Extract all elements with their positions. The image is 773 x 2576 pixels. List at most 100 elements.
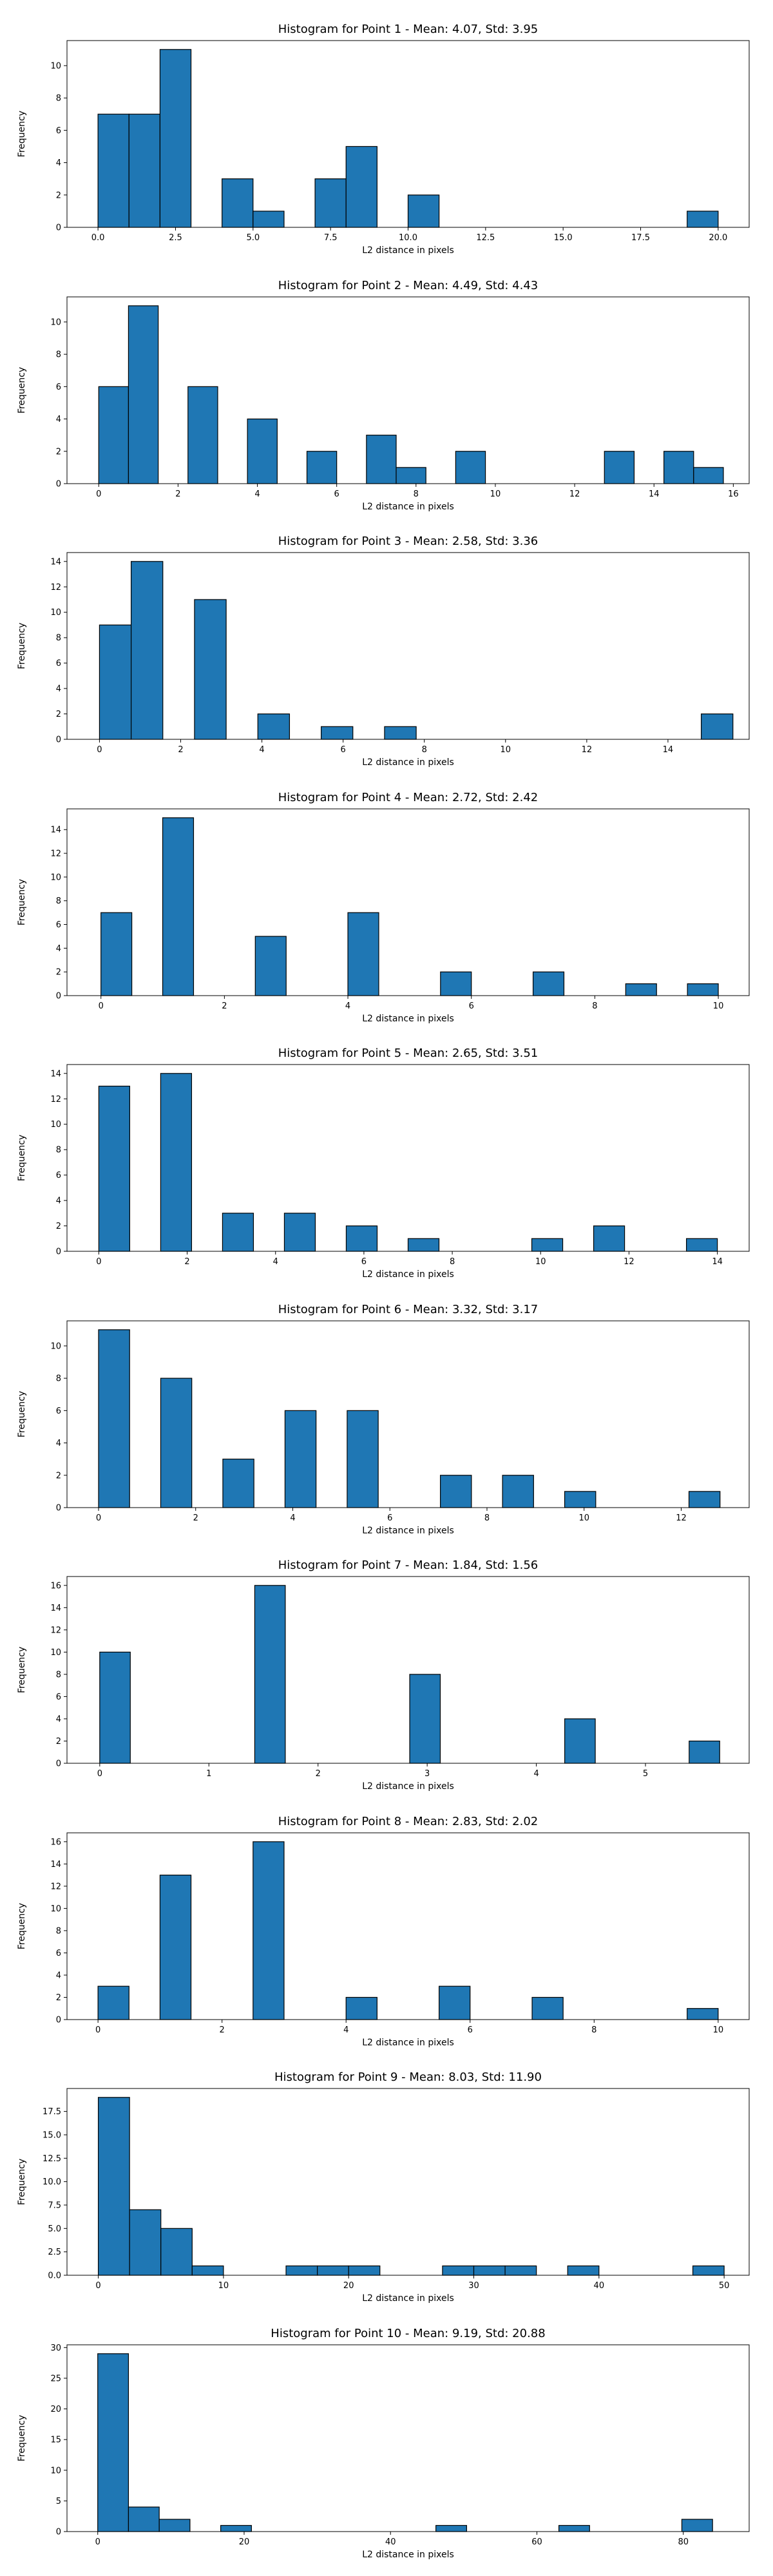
y-tick-label: 12 xyxy=(50,1882,61,1891)
x-tick-label: 8 xyxy=(422,745,427,755)
histogram-bar xyxy=(564,1491,596,1508)
x-tick-label: 0.0 xyxy=(91,233,105,243)
x-tick-label: 8 xyxy=(484,1513,490,1523)
histogram-bar xyxy=(345,1996,377,2020)
y-tick-label: 10 xyxy=(50,1904,61,1914)
y-tick-label: 4 xyxy=(56,1197,61,1206)
histogram-bar xyxy=(321,726,354,740)
y-axis-label: Frequency xyxy=(17,623,27,669)
x-tick-label: 6 xyxy=(469,1001,474,1011)
histogram-bar xyxy=(97,2097,130,2276)
x-tick-label: 0 xyxy=(97,1769,102,1779)
y-tick-label: 2 xyxy=(56,1993,61,2003)
histogram-bar xyxy=(687,2008,719,2020)
chart-title: Histogram for Point 2 - Mean: 4.49, Std:… xyxy=(278,279,539,292)
histogram-panel-6: Histogram for Point 6 - Mean: 3.32, Std:… xyxy=(17,1303,750,1536)
x-tick-label: 40 xyxy=(385,2537,396,2547)
histogram-bar xyxy=(99,624,132,740)
x-tick-label: 7.5 xyxy=(324,233,338,243)
histogram-bar xyxy=(191,2265,224,2276)
y-tick-label: 17.5 xyxy=(43,2107,61,2117)
x-tick-label: 4 xyxy=(343,2025,348,2035)
y-tick-label: 6 xyxy=(56,1692,61,1702)
histogram-bar xyxy=(128,113,161,228)
y-axis-label: Frequency xyxy=(17,1391,27,1437)
y-tick-label: 12 xyxy=(50,583,61,592)
y-axis-label: Frequency xyxy=(17,1903,27,1949)
y-tick-label: 10 xyxy=(50,1648,61,1658)
chart-title: Histogram for Point 9 - Mean: 8.03, Std:… xyxy=(274,2070,542,2084)
histogram-bar xyxy=(604,451,635,484)
histogram-bar xyxy=(345,1225,378,1252)
histogram-bar xyxy=(407,1238,440,1252)
histogram-panel-4: Histogram for Point 4 - Mean: 2.72, Std:… xyxy=(17,791,750,1024)
x-tick-label: 3 xyxy=(425,1769,430,1779)
y-tick-label: 4 xyxy=(56,944,61,954)
plot-frame xyxy=(66,808,750,996)
chart-title: Histogram for Point 3 - Mean: 2.58, Std:… xyxy=(278,535,539,548)
histogram-bar xyxy=(187,386,218,484)
x-tick-label: 2.5 xyxy=(169,233,182,243)
x-tick-label: 2 xyxy=(175,489,180,499)
y-tick-label: 10 xyxy=(50,608,61,618)
x-tick-label: 14 xyxy=(712,1257,723,1267)
x-axis-label: L2 distance in pixels xyxy=(362,1781,454,1792)
histogram-bar xyxy=(366,435,397,484)
y-tick-label: 4 xyxy=(56,158,61,168)
y-tick-label: 4 xyxy=(56,685,61,694)
x-tick-label: 12.5 xyxy=(476,233,495,243)
histogram-panel-9: Histogram for Point 9 - Mean: 8.03, Std:… xyxy=(17,2070,750,2304)
histogram-bar xyxy=(439,1985,471,2020)
histogram-bar xyxy=(247,418,278,484)
y-tick-label: 0 xyxy=(56,992,61,1001)
x-tick-label: 6 xyxy=(387,1513,392,1523)
y-axis-label: Frequency xyxy=(17,2159,27,2205)
x-tick-label: 0 xyxy=(96,1513,101,1523)
y-tick-label: 30 xyxy=(50,2344,61,2353)
histogram-bar xyxy=(220,2524,252,2532)
histogram-bar xyxy=(314,178,347,228)
x-tick-label: 8 xyxy=(592,1001,597,1011)
y-tick-label: 8 xyxy=(56,634,61,643)
histogram-bar xyxy=(409,1674,441,1764)
histogram-bar xyxy=(160,1073,193,1252)
x-tick-label: 16 xyxy=(728,489,739,499)
x-tick-label: 17.5 xyxy=(631,233,650,243)
histogram-bar xyxy=(502,1475,534,1508)
histogram-bar xyxy=(159,1874,192,2020)
histogram-bar xyxy=(130,561,164,740)
x-tick-label: 2 xyxy=(316,1769,321,1779)
histogram-panel-7: Histogram for Point 7 - Mean: 1.84, Std:… xyxy=(17,1558,750,1792)
y-tick-label: 0 xyxy=(56,2528,61,2537)
x-tick-label: 14 xyxy=(663,745,674,755)
x-axis-label: L2 distance in pixels xyxy=(362,2293,454,2304)
histogram-bar xyxy=(593,1225,625,1252)
chart-title: Histogram for Point 6 - Mean: 3.32, Std:… xyxy=(278,1303,539,1316)
histogram-panel-10: Histogram for Point 10 - Mean: 9.19, Std… xyxy=(17,2327,750,2560)
x-axis-label: L2 distance in pixels xyxy=(362,1014,454,1024)
histogram-bar xyxy=(567,2265,600,2276)
y-tick-label: 6 xyxy=(56,659,61,668)
y-tick-label: 2 xyxy=(56,1471,61,1481)
y-tick-label: 8 xyxy=(56,350,61,360)
histogram-bar xyxy=(347,1410,379,1508)
y-tick-label: 10.0 xyxy=(43,2177,61,2187)
y-tick-label: 4 xyxy=(56,415,61,424)
x-tick-label: 4 xyxy=(345,1001,350,1011)
histogram-bar xyxy=(162,817,195,996)
y-tick-label: 12 xyxy=(50,1095,61,1104)
y-tick-label: 0 xyxy=(56,223,61,233)
x-axis-label: L2 distance in pixels xyxy=(362,1269,454,1280)
x-tick-label: 0 xyxy=(96,1257,101,1267)
x-tick-label: 0 xyxy=(95,2537,100,2547)
plot-frame xyxy=(66,1064,750,1252)
y-tick-label: 0 xyxy=(56,480,61,489)
histogram-bar xyxy=(317,2265,349,2276)
y-tick-label: 0 xyxy=(56,1247,61,1257)
histogram-bar xyxy=(440,1475,472,1508)
x-tick-label: 10 xyxy=(578,1513,589,1523)
histogram-bar xyxy=(97,113,129,228)
chart-title: Histogram for Point 5 - Mean: 2.65, Std:… xyxy=(278,1046,539,1060)
y-tick-label: 2 xyxy=(56,968,61,978)
